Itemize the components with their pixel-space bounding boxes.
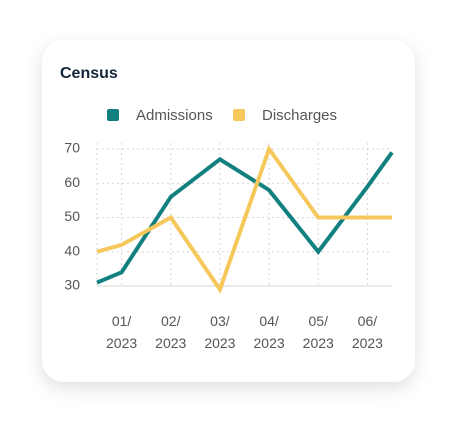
- x-tick-label-line: 2023: [254, 335, 285, 351]
- series-line: [96, 151, 394, 285]
- x-tick-label: 04/2023: [254, 313, 285, 351]
- x-tick-label-line: 2023: [155, 335, 186, 351]
- x-tick-label: 05/2023: [303, 313, 334, 351]
- x-tick-label: 02/2023: [155, 313, 186, 351]
- y-tick-label: 70: [64, 140, 80, 156]
- y-tick-label: 40: [64, 242, 80, 258]
- x-tick-label-line: 2023: [303, 335, 334, 351]
- legend-label: Admissions: [136, 107, 213, 124]
- x-tick-label-line: 05/: [309, 313, 329, 329]
- x-tick-label: 06/2023: [352, 313, 383, 351]
- x-tick-label-line: 02/: [161, 313, 181, 329]
- x-tick-label: 01/2023: [106, 313, 137, 351]
- y-tick-label: 30: [64, 277, 80, 293]
- card: [42, 40, 415, 382]
- chart-title: Census: [60, 65, 118, 82]
- x-tick-label-line: 2023: [106, 335, 137, 351]
- series-line: [96, 144, 392, 294]
- legend-swatch: [107, 109, 119, 121]
- y-tick-label: 60: [64, 174, 80, 190]
- x-tick-label: 03/2023: [204, 313, 235, 351]
- y-tick-label: 50: [64, 208, 80, 224]
- legend-label: Discharges: [262, 107, 337, 124]
- x-tick-label-line: 01/: [112, 313, 132, 329]
- x-tick-label-line: 03/: [210, 313, 230, 329]
- x-tick-label-line: 2023: [352, 335, 383, 351]
- x-tick-label-line: 2023: [204, 335, 235, 351]
- x-tick-label-line: 06/: [358, 313, 378, 329]
- legend-swatch: [233, 109, 245, 121]
- x-tick-label-line: 04/: [259, 313, 279, 329]
